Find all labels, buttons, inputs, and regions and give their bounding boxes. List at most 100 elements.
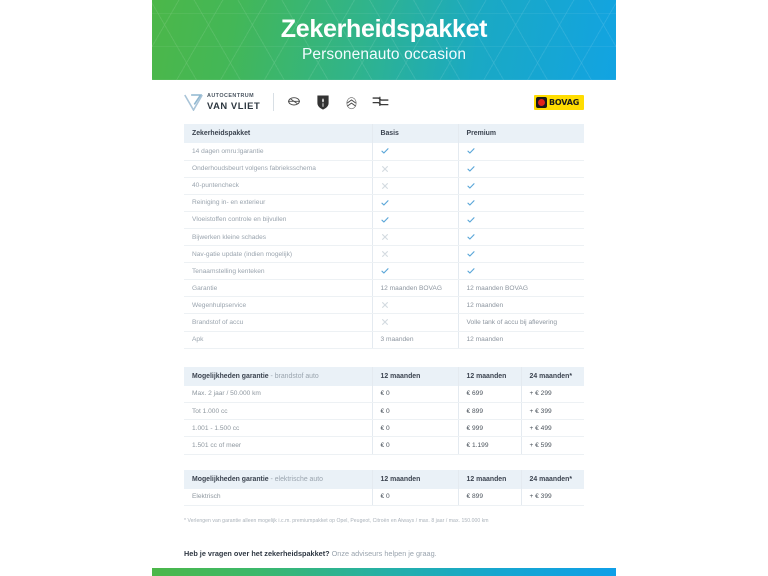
fuel-header-bold: Mogelijkheden garantie <box>192 372 269 380</box>
feature-premium-value <box>457 143 584 161</box>
page-title: Zekerheidspakket <box>280 15 488 44</box>
cell-value: 12 maanden BOVAG <box>380 284 442 292</box>
brand-logos <box>285 93 389 111</box>
feature-basis-value <box>371 228 458 247</box>
feature-basis-value <box>371 211 458 229</box>
fuel-row-label: 1.501 cc of meer <box>184 436 372 455</box>
feature-basis-value: 12 maanden BOVAG <box>371 279 458 298</box>
electric-col-header-name: Mogelijkheden garantie - elektrische aut… <box>184 469 372 489</box>
table-row: Elektrisch € 0 € 899 + € 399 <box>184 488 584 507</box>
citroen-logo-icon <box>343 93 360 111</box>
cta-question: Heb je vragen over het zekerheidspakket? <box>184 549 330 558</box>
fuel-price-12m-premium: € 899 <box>457 402 521 421</box>
footer-gradient-bar <box>152 568 616 576</box>
feature-label: Apk <box>184 331 372 349</box>
feature-basis-value <box>371 177 458 195</box>
check-icon <box>466 267 475 275</box>
electric-col-header-3: 24 maanden* <box>520 469 584 489</box>
fuel-col-header-name: Mogelijkheden garantie - brandstof auto <box>184 366 372 386</box>
check-icon <box>466 182 475 190</box>
features-table-header-row: Zekerheidspakket Basis Premium <box>184 124 584 143</box>
electric-price-12m-basis: € 0 <box>371 488 458 507</box>
fuel-table-header-row: Mogelijkheden garantie - brandstof auto … <box>184 366 584 386</box>
electric-price-24m: + € 399 <box>520 488 584 507</box>
dealer-logo[interactable]: AUTOCENTRUM VAN VLIET <box>184 93 261 112</box>
feature-basis-value <box>371 143 458 161</box>
cell-value: 12 maanden <box>466 301 504 309</box>
v7-logo-icon <box>184 93 203 112</box>
page-subtitle: Personenauto occasion <box>301 45 467 63</box>
fuel-col-header-3: 24 maanden* <box>520 366 584 386</box>
bovag-dot-icon <box>538 98 545 106</box>
electric-table-header-row: Mogelijkheden garantie - elektrische aut… <box>184 469 584 489</box>
feature-label: 14 dagen omru:lgarantie <box>184 143 372 161</box>
fuel-price-24m: + € 499 <box>520 419 584 438</box>
dealer-logo-text: AUTOCENTRUM VAN VLIET <box>207 93 261 111</box>
bovag-label: BOVAG <box>549 97 580 107</box>
fuel-price-12m-basis: € 0 <box>371 402 458 421</box>
fuel-price-12m-premium: € 1.199 <box>457 436 521 455</box>
electric-row-label: Elektrisch <box>184 488 372 507</box>
fuel-table-body: Max. 2 jaar / 50.000 km € 0 € 699 + € 299 To… <box>184 385 584 455</box>
check-icon <box>466 165 475 173</box>
table-row: Reiniging in- en exterieur <box>184 194 584 212</box>
feature-premium-value <box>457 211 584 229</box>
table-gap-2 <box>184 455 584 470</box>
check-icon <box>466 250 475 258</box>
fuel-warranty-table: Mogelijkheden garantie - brandstof auto … <box>184 366 584 455</box>
feature-premium-value <box>457 245 584 264</box>
check-icon <box>380 147 389 155</box>
fuel-row-label: Tot 1.000 cc <box>184 402 372 421</box>
feature-premium-value <box>457 228 584 247</box>
feature-premium-value <box>457 262 584 281</box>
fuel-price-12m-basis: € 0 <box>371 419 458 438</box>
feature-basis-value <box>371 160 458 178</box>
aiways-logo-icon <box>372 93 389 111</box>
logo-row: AUTOCENTRUM VAN VLIET <box>152 80 616 124</box>
feature-label: Garantie <box>184 279 372 298</box>
electric-col-header-2: 12 maanden <box>457 469 521 489</box>
feature-basis-value <box>371 245 458 264</box>
table-row: Wegenhulpservice 12 maanden <box>184 296 584 315</box>
fuel-col-header-1: 12 maanden <box>371 366 458 386</box>
cross-icon <box>381 182 389 190</box>
electric-header-bold: Mogelijkheden garantie <box>192 475 269 483</box>
feature-premium-value: 12 maanden <box>457 296 584 315</box>
cross-icon <box>381 233 389 241</box>
table-row: Tot 1.000 cc € 0 € 899 + € 399 <box>184 402 584 421</box>
check-icon <box>466 233 475 241</box>
bovag-mark-icon <box>536 96 547 108</box>
dealer-name-line1: AUTOCENTRUM <box>207 93 255 100</box>
cross-icon <box>381 165 389 173</box>
fuel-price-12m-basis: € 0 <box>371 436 458 455</box>
document-body: Zekerheidspakket Basis Premium 14 dagen … <box>152 124 616 568</box>
cell-value: 12 maanden BOVAG <box>466 284 528 292</box>
check-icon <box>466 147 475 155</box>
fuel-row-label: 1.001 - 1.500 cc <box>184 419 372 438</box>
opel-logo-icon <box>285 93 302 111</box>
fuel-row-label: Max. 2 jaar / 50.000 km <box>184 385 372 404</box>
features-table-body: 14 dagen omru:lgarantie Onderhoudsbeurt v… <box>184 143 584 349</box>
dealer-name-line2: VAN VLIET <box>207 99 261 111</box>
table-row: Garantie 12 maanden BOVAG 12 maanden BOVAG <box>184 279 584 298</box>
feature-premium-value: 12 maanden <box>457 331 584 349</box>
cta-answer: Onze adviseurs helpen je graag. <box>329 549 437 558</box>
check-icon <box>380 199 389 207</box>
table-row: Bijwerken kleine schades <box>184 228 584 247</box>
features-table: Zekerheidspakket Basis Premium 14 dagen … <box>184 124 584 349</box>
feature-basis-value <box>371 262 458 281</box>
feature-premium-value <box>457 177 584 195</box>
table-row: Brandstof of accu Volle tank of accu bij … <box>184 313 584 332</box>
feature-label: 40-puntencheck <box>184 177 372 195</box>
feature-label: Wegenhulpservice <box>184 296 372 315</box>
table-gap-1 <box>184 349 584 367</box>
fuel-price-12m-basis: € 0 <box>371 385 458 404</box>
table-row: 14 dagen omru:lgarantie <box>184 143 584 161</box>
cross-icon <box>381 250 389 258</box>
bovag-badge[interactable]: BOVAG <box>534 94 584 110</box>
fuel-price-24m: + € 299 <box>520 385 584 404</box>
logo-divider <box>273 93 275 111</box>
features-col-header-basis: Basis <box>371 124 458 143</box>
fuel-col-header-2: 12 maanden <box>457 366 521 386</box>
